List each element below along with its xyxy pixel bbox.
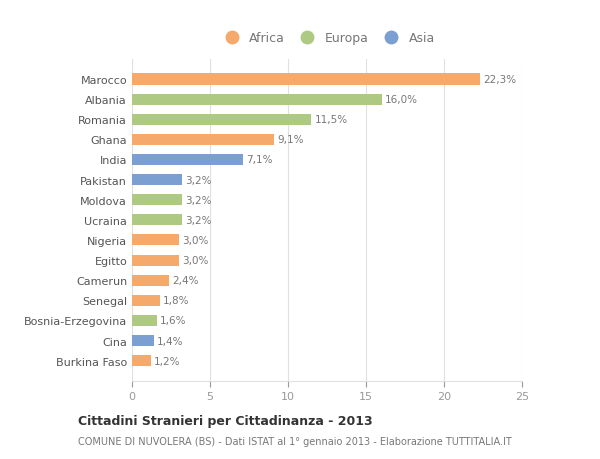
Text: COMUNE DI NUVOLERA (BS) - Dati ISTAT al 1° gennaio 2013 - Elaborazione TUTTITALI: COMUNE DI NUVOLERA (BS) - Dati ISTAT al … <box>78 437 512 446</box>
Bar <box>132 335 154 346</box>
Text: 16,0%: 16,0% <box>385 95 418 105</box>
Bar <box>132 155 243 166</box>
Bar <box>132 95 382 106</box>
Text: 22,3%: 22,3% <box>483 75 516 85</box>
Text: 3,0%: 3,0% <box>182 235 208 246</box>
Text: 1,2%: 1,2% <box>154 356 181 366</box>
Text: 3,2%: 3,2% <box>185 175 212 185</box>
Text: 1,4%: 1,4% <box>157 336 184 346</box>
Legend: Africa, Europa, Asia: Africa, Europa, Asia <box>214 28 440 50</box>
Bar <box>132 355 151 366</box>
Bar <box>132 255 179 266</box>
Bar <box>132 174 182 186</box>
Bar <box>132 215 182 226</box>
Bar <box>132 295 160 306</box>
Bar <box>132 134 274 146</box>
Text: 1,8%: 1,8% <box>163 296 190 306</box>
Bar <box>132 74 480 85</box>
Bar <box>132 235 179 246</box>
Text: 3,2%: 3,2% <box>185 215 212 225</box>
Bar <box>132 275 169 286</box>
Bar <box>132 114 311 125</box>
Text: 3,2%: 3,2% <box>185 195 212 205</box>
Bar <box>132 195 182 206</box>
Text: 9,1%: 9,1% <box>277 135 304 145</box>
Text: Cittadini Stranieri per Cittadinanza - 2013: Cittadini Stranieri per Cittadinanza - 2… <box>78 414 373 428</box>
Bar <box>132 315 157 326</box>
Text: 2,4%: 2,4% <box>173 275 199 285</box>
Text: 1,6%: 1,6% <box>160 316 187 326</box>
Text: 11,5%: 11,5% <box>314 115 347 125</box>
Text: 7,1%: 7,1% <box>246 155 272 165</box>
Text: 3,0%: 3,0% <box>182 256 208 265</box>
